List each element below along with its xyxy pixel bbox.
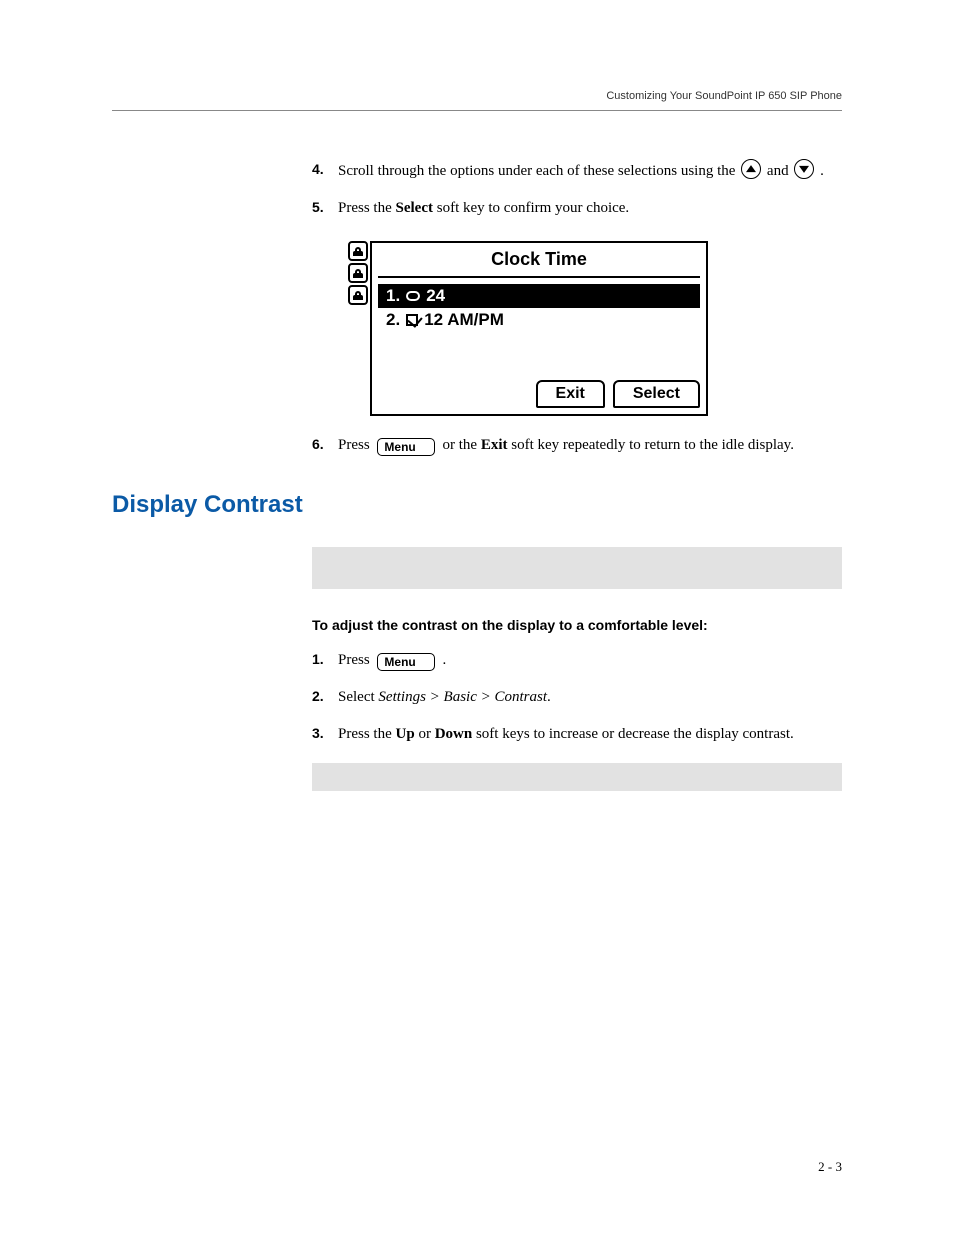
softkey-select: Select	[613, 380, 700, 408]
step-text: Press the Up or Down soft keys to increa…	[338, 723, 842, 752]
step-text: Press Menu .	[338, 649, 842, 678]
nav-up-icon	[741, 159, 761, 179]
step-text: Press the Select soft key to confirm you…	[338, 197, 842, 226]
lcd-softkey-row: Exit Select	[372, 380, 706, 414]
page: Customizing Your SoundPoint IP 650 SIP P…	[0, 0, 954, 1235]
step-number: 1.	[312, 649, 338, 678]
note-bar	[312, 547, 842, 589]
line-key-icon	[348, 263, 368, 283]
step-number: 6.	[312, 434, 338, 463]
step-number: 4.	[312, 159, 338, 189]
line-key-icon	[348, 285, 368, 305]
clock-time-screenshot: Clock Time 1.242.12 AM/PM ExitSelect	[348, 241, 708, 416]
lcd-option-row: 1.24	[378, 284, 700, 308]
page-number: 2 - 3	[818, 1159, 842, 1175]
menu-button-icon: Menu	[377, 438, 434, 456]
header-rule	[112, 110, 842, 111]
lcd-title: Clock Time	[372, 243, 706, 276]
instruction-step: 6.Press Menu or the Exit soft key repeat…	[312, 434, 842, 463]
lcd-divider	[378, 276, 700, 278]
step-number: 2.	[312, 686, 338, 715]
step-list-a: 4.Scroll through the options under each …	[312, 159, 842, 227]
option-index: 2.	[386, 310, 400, 330]
procedure-lead-in: To adjust the contrast on the display to…	[312, 617, 842, 633]
softkey-exit: Exit	[536, 380, 605, 408]
menu-button-icon: Menu	[377, 653, 434, 671]
nav-down-icon	[794, 159, 814, 179]
option-label: 24	[426, 286, 445, 306]
step-list-a2: 6.Press Menu or the Exit soft key repeat…	[312, 434, 842, 463]
step-number: 3.	[312, 723, 338, 752]
lcd-option-list: 1.242.12 AM/PM	[372, 284, 706, 332]
instruction-step: 3.Press the Up or Down soft keys to incr…	[312, 723, 842, 752]
step-number: 5.	[312, 197, 338, 226]
instruction-step: 4.Scroll through the options under each …	[312, 159, 842, 189]
instruction-step: 5.Press the Select soft key to confirm y…	[312, 197, 842, 226]
lcd-side-tabs	[348, 241, 368, 416]
step-list-b: 1.Press Menu .2.Select Settings > Basic …	[312, 649, 842, 753]
note-bar	[312, 763, 842, 791]
section-heading-display-contrast: Display Contrast	[112, 491, 842, 519]
body-column: 4.Scroll through the options under each …	[312, 159, 842, 463]
option-label: 12 AM/PM	[424, 310, 504, 330]
line-key-icon	[348, 241, 368, 261]
step-text: Select Settings > Basic > Contrast.	[338, 686, 842, 715]
running-header: Customizing Your SoundPoint IP 650 SIP P…	[112, 90, 842, 102]
radio-checked-icon	[406, 314, 418, 326]
instruction-step: 2.Select Settings > Basic > Contrast.	[312, 686, 842, 715]
step-text: Scroll through the options under each of…	[338, 159, 842, 189]
lcd-screen: Clock Time 1.242.12 AM/PM ExitSelect	[370, 241, 708, 416]
step-text: Press Menu or the Exit soft key repeated…	[338, 434, 842, 463]
radio-unchecked-icon	[406, 291, 420, 301]
instruction-step: 1.Press Menu .	[312, 649, 842, 678]
lcd-option-row: 2. 12 AM/PM	[378, 308, 700, 332]
option-index: 1.	[386, 286, 400, 306]
